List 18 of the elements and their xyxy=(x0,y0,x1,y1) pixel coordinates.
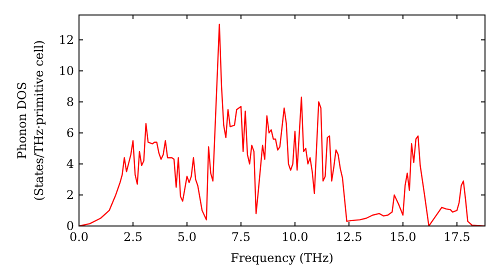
x-tick-label: 17.5 xyxy=(444,230,470,244)
y-tick-label: 6 xyxy=(66,126,74,140)
y-tick-label: 8 xyxy=(66,94,74,109)
x-tick-label: 5.0 xyxy=(177,230,197,244)
y-tick-label: 10 xyxy=(58,64,74,78)
y-tick-label: 4 xyxy=(66,156,74,171)
y-tick-label: 12 xyxy=(58,32,74,47)
x-tick-label: 7.5 xyxy=(231,230,251,244)
x-tick-label: 15.0 xyxy=(390,230,416,244)
x-tick-label: 10.0 xyxy=(282,230,308,244)
y-axis-title: Phonon DOS (States/THz·primitive cell) xyxy=(15,40,46,201)
line-series xyxy=(79,24,485,226)
x-tick-label: 12.5 xyxy=(336,230,362,244)
y-tick-label: 0 xyxy=(66,219,74,233)
x-tick-label: 2.5 xyxy=(123,230,143,244)
x-axis-title: Frequency (THz) xyxy=(230,251,334,265)
x-tick-label: 0.0 xyxy=(69,230,89,244)
y-tick-label: 2 xyxy=(66,188,74,202)
